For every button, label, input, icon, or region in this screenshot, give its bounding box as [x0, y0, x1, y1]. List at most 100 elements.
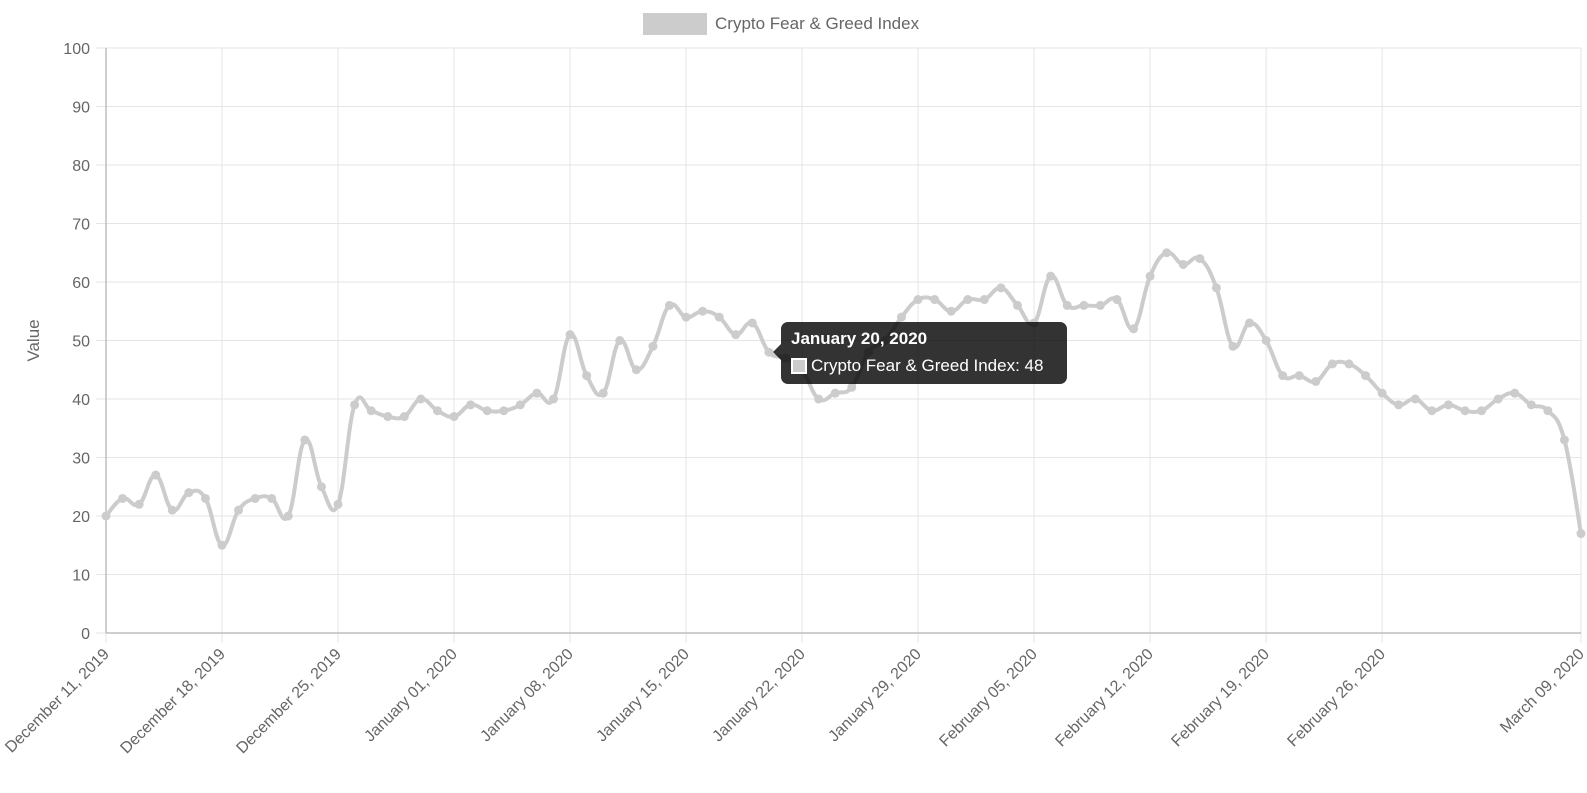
data-point[interactable]: [1261, 336, 1271, 345]
data-point[interactable]: [1410, 394, 1420, 404]
data-point[interactable]: [1394, 400, 1404, 410]
data-point[interactable]: [532, 388, 542, 398]
data-point[interactable]: [499, 406, 509, 416]
data-point[interactable]: [913, 295, 923, 305]
data-point[interactable]: [350, 400, 360, 410]
y-tick-label: 80: [72, 158, 90, 175]
data-point[interactable]: [432, 406, 442, 416]
data-point[interactable]: [615, 336, 625, 345]
data-point[interactable]: [167, 505, 177, 515]
data-point[interactable]: [1543, 406, 1553, 416]
legend-swatch[interactable]: [643, 13, 707, 35]
data-point[interactable]: [1129, 324, 1139, 334]
data-point[interactable]: [1228, 341, 1238, 351]
data-point[interactable]: [814, 394, 824, 404]
data-point[interactable]: [681, 312, 691, 322]
data-point[interactable]: [300, 435, 310, 445]
x-tick-label: February 12, 2020: [1052, 646, 1157, 751]
data-point[interactable]: [466, 400, 476, 410]
data-point[interactable]: [548, 394, 558, 404]
data-point[interactable]: [250, 493, 260, 503]
data-point[interactable]: [1493, 394, 1503, 404]
data-point[interactable]: [118, 493, 128, 503]
data-point[interactable]: [946, 306, 956, 316]
data-point[interactable]: [1294, 371, 1304, 381]
data-point[interactable]: [1361, 371, 1371, 381]
legend[interactable]: Crypto Fear & Greed Index: [643, 13, 920, 35]
data-point[interactable]: [217, 540, 227, 550]
axes: [105, 48, 1581, 634]
data-point[interactable]: [184, 488, 194, 498]
data-point[interactable]: [1178, 259, 1188, 269]
data-point[interactable]: [1195, 254, 1205, 264]
data-point[interactable]: [1013, 300, 1023, 310]
data-point[interactable]: [1427, 406, 1437, 416]
data-point[interactable]: [333, 499, 343, 509]
data-point[interactable]: [1095, 300, 1105, 310]
data-point[interactable]: [747, 318, 757, 328]
data-point[interactable]: [1327, 359, 1337, 369]
data-point[interactable]: [1377, 388, 1387, 398]
data-point[interactable]: [151, 470, 161, 480]
data-point[interactable]: [631, 365, 641, 375]
data-point[interactable]: [316, 482, 326, 492]
data-point[interactable]: [515, 400, 525, 410]
data-point[interactable]: [134, 499, 144, 509]
data-point[interactable]: [1145, 271, 1155, 281]
data-point[interactable]: [482, 406, 492, 416]
data-point[interactable]: [648, 341, 658, 351]
data-point[interactable]: [830, 388, 840, 398]
data-point[interactable]: [1278, 371, 1288, 381]
data-point[interactable]: [1062, 300, 1072, 310]
x-tick-label: January 01, 2020: [361, 646, 461, 746]
data-point[interactable]: [996, 283, 1006, 293]
data-point[interactable]: [1245, 318, 1255, 328]
x-tick-label: December 25, 2019: [233, 646, 344, 757]
data-point[interactable]: [366, 406, 376, 416]
data-point[interactable]: [1443, 400, 1453, 410]
data-point[interactable]: [1046, 271, 1056, 281]
data-point[interactable]: [1162, 248, 1172, 258]
data-point[interactable]: [714, 312, 724, 322]
data-point[interactable]: [598, 388, 608, 398]
data-point[interactable]: [283, 511, 293, 521]
data-point[interactable]: [897, 312, 907, 322]
data-point[interactable]: [930, 295, 940, 305]
data-point[interactable]: [1559, 435, 1569, 445]
data-point[interactable]: [847, 382, 857, 392]
x-tick-label: February 05, 2020: [936, 646, 1041, 751]
x-tick-label: December 11, 2019: [2, 646, 113, 757]
data-point[interactable]: [698, 306, 708, 316]
tooltip-title: January 20, 2020: [791, 329, 928, 348]
data-point[interactable]: [416, 394, 426, 404]
data-point[interactable]: [1526, 400, 1536, 410]
data-point[interactable]: [1460, 406, 1470, 416]
data-point[interactable]: [449, 412, 459, 422]
data-point[interactable]: [1311, 376, 1321, 386]
legend-label[interactable]: Crypto Fear & Greed Index: [715, 14, 920, 33]
data-point[interactable]: [1211, 283, 1221, 293]
x-tick-labels: December 11, 2019 December 18, 2019 Decemb…: [2, 646, 1587, 757]
data-point[interactable]: [731, 330, 741, 340]
data-point[interactable]: [582, 371, 592, 381]
data-point[interactable]: [963, 295, 973, 305]
data-point[interactable]: [1576, 529, 1586, 539]
data-point[interactable]: [1079, 300, 1089, 310]
data-point[interactable]: [200, 493, 210, 503]
data-point[interactable]: [1477, 406, 1487, 416]
data-point[interactable]: [979, 295, 989, 305]
y-tick-label: 20: [72, 509, 90, 526]
data-point[interactable]: [383, 412, 393, 422]
data-point[interactable]: [1112, 295, 1122, 305]
data-point[interactable]: [1510, 388, 1520, 398]
data-point[interactable]: [234, 505, 244, 515]
x-tick-label: January 29, 2020: [825, 646, 925, 746]
data-point[interactable]: [764, 347, 774, 357]
data-point[interactable]: [399, 412, 409, 422]
data-point[interactable]: [101, 511, 111, 521]
data-point[interactable]: [267, 493, 277, 503]
data-point[interactable]: [1344, 359, 1354, 369]
data-point[interactable]: [664, 300, 674, 310]
data-point[interactable]: [565, 330, 575, 340]
